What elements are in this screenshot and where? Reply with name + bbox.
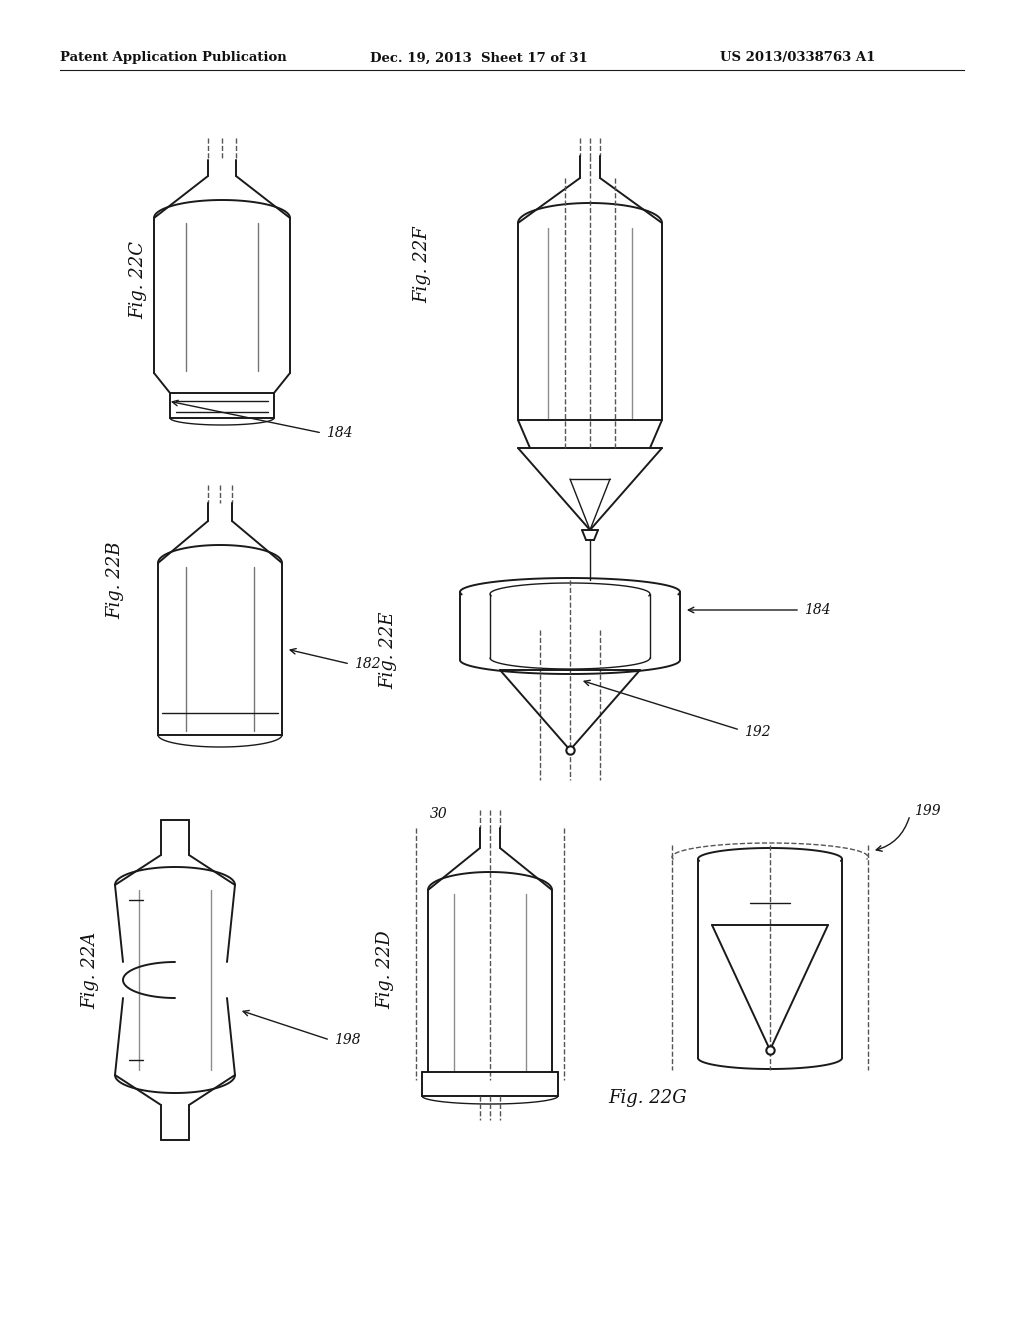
- Text: Fig. 22A: Fig. 22A: [81, 932, 99, 1008]
- Text: 198: 198: [334, 1034, 360, 1047]
- Text: Fig. 22G: Fig. 22G: [608, 1089, 687, 1107]
- Text: 30: 30: [430, 807, 447, 821]
- Text: 192: 192: [744, 725, 771, 739]
- Text: Fig. 22B: Fig. 22B: [106, 541, 124, 619]
- Text: 184: 184: [804, 603, 830, 616]
- Text: Fig. 22D: Fig. 22D: [376, 931, 394, 1010]
- Text: Fig. 22C: Fig. 22C: [129, 242, 147, 319]
- Text: 184: 184: [326, 426, 352, 440]
- Text: Patent Application Publication: Patent Application Publication: [60, 51, 287, 65]
- Text: Fig. 22E: Fig. 22E: [379, 611, 397, 689]
- Text: 199: 199: [914, 804, 941, 818]
- Text: 182: 182: [354, 657, 381, 671]
- Text: US 2013/0338763 A1: US 2013/0338763 A1: [720, 51, 876, 65]
- Text: Dec. 19, 2013  Sheet 17 of 31: Dec. 19, 2013 Sheet 17 of 31: [370, 51, 588, 65]
- Text: Fig. 22F: Fig. 22F: [413, 227, 431, 304]
